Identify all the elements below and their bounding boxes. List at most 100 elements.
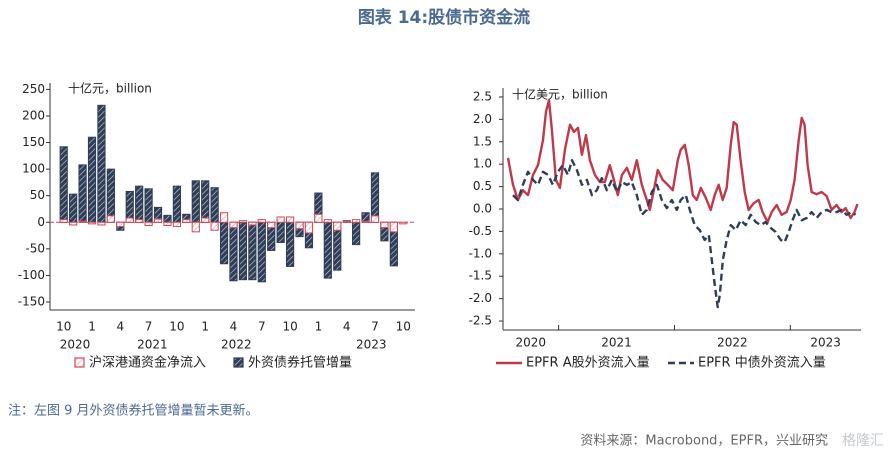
bar xyxy=(267,221,276,229)
legend-swatch xyxy=(233,357,244,368)
y-tick-label: 50 xyxy=(30,188,45,202)
bar xyxy=(399,221,408,225)
bar xyxy=(87,221,97,225)
y-tick-label: 1.0 xyxy=(473,157,492,171)
bar xyxy=(153,218,163,223)
y-tick-label: -1.5 xyxy=(469,269,492,283)
bar xyxy=(248,221,257,226)
bar xyxy=(238,221,248,281)
bar xyxy=(172,185,182,223)
bar xyxy=(106,168,115,223)
x-tick-label: 1 xyxy=(88,320,96,334)
bar xyxy=(380,221,389,229)
bar xyxy=(135,185,144,223)
bar xyxy=(97,104,106,223)
bar xyxy=(116,221,125,228)
bar xyxy=(257,221,266,283)
y-tick-label: 2.5 xyxy=(473,89,492,103)
bar xyxy=(276,221,285,243)
bar xyxy=(370,172,380,223)
year-label: 2023 xyxy=(356,338,387,352)
y-tick-label: 0.5 xyxy=(473,179,492,193)
bar xyxy=(59,146,68,223)
bar xyxy=(135,219,144,223)
bar xyxy=(323,221,332,279)
bar xyxy=(285,216,295,223)
y-tick-label: -50 xyxy=(25,241,45,255)
x-tick-label: 1 xyxy=(201,320,209,334)
bar xyxy=(191,221,200,233)
bar xyxy=(323,219,332,223)
bar xyxy=(314,213,323,223)
bar xyxy=(352,221,361,246)
bar xyxy=(69,193,78,223)
bar xyxy=(238,220,248,223)
bar xyxy=(78,220,87,223)
y-tick-label: 2.0 xyxy=(473,112,492,126)
bar xyxy=(172,221,182,228)
y-tick-label: -1.0 xyxy=(469,246,492,260)
y-tick-label: 1.5 xyxy=(473,134,492,148)
x-tick-label: 2022 xyxy=(717,336,748,350)
bar xyxy=(59,219,68,223)
bar xyxy=(219,212,229,223)
x-tick-label: 10 xyxy=(396,320,411,334)
x-tick-label: 7 xyxy=(371,320,379,334)
y-tick-label: 0 xyxy=(37,215,45,229)
y-tick-label: -100 xyxy=(18,268,45,282)
bar xyxy=(257,219,266,223)
year-label: 2021 xyxy=(137,338,168,352)
bar xyxy=(69,221,78,226)
bar xyxy=(295,221,304,230)
x-tick-label: 10 xyxy=(282,320,297,334)
bar xyxy=(87,136,97,223)
bar xyxy=(210,221,219,231)
bar xyxy=(248,221,257,281)
x-tick-label: 10 xyxy=(56,320,71,334)
bar xyxy=(285,221,295,267)
bar xyxy=(370,215,380,223)
bar xyxy=(389,221,398,233)
bar xyxy=(219,221,229,265)
y-tick-label: 200 xyxy=(22,108,45,122)
bar xyxy=(125,217,134,223)
y-tick-label: -0.5 xyxy=(469,224,492,238)
bar xyxy=(352,219,361,223)
source: 资料来源：Macrobond，EPFR，兴业研究 xyxy=(580,434,828,449)
x-tick-label: 10 xyxy=(169,320,184,334)
series-line xyxy=(506,98,859,224)
bar xyxy=(201,180,210,223)
series-line xyxy=(512,159,857,309)
bar xyxy=(229,221,238,229)
x-tick-label: 4 xyxy=(116,320,124,334)
y-tick-label: -2.0 xyxy=(469,291,492,305)
y-tick-label: 0.0 xyxy=(473,202,492,216)
page-title: 图表 14:股债市资金流 xyxy=(358,7,530,28)
bar xyxy=(78,164,87,223)
x-tick-label: 4 xyxy=(230,320,238,334)
bar xyxy=(163,214,172,223)
y-tick-label: -150 xyxy=(18,295,45,309)
bar xyxy=(304,221,314,234)
y-tick-label: 150 xyxy=(22,135,45,149)
legend-label: 外资债券托管增量 xyxy=(248,355,352,371)
bar xyxy=(201,217,210,223)
bar xyxy=(97,221,106,226)
legend-label: EPFR 中债外资流入量 xyxy=(698,356,826,371)
bar xyxy=(333,221,342,231)
x-tick-label: 2020 xyxy=(516,336,547,350)
x-tick-label: 7 xyxy=(145,320,153,334)
x-tick-label: 2023 xyxy=(810,336,841,350)
bar xyxy=(191,180,200,223)
unit-label: 十亿元，billion xyxy=(68,81,152,96)
note: 注：左图 9 月外资债券托管增量暂未更新。 xyxy=(8,403,259,419)
watermark: 格隆汇 xyxy=(842,433,884,449)
x-tick-label: 7 xyxy=(258,320,266,334)
year-label: 2022 xyxy=(221,338,252,352)
y-tick-label: 100 xyxy=(22,162,45,176)
bar xyxy=(144,188,153,223)
bar xyxy=(276,216,285,223)
x-tick-label: 4 xyxy=(343,320,351,334)
bar xyxy=(229,221,238,282)
